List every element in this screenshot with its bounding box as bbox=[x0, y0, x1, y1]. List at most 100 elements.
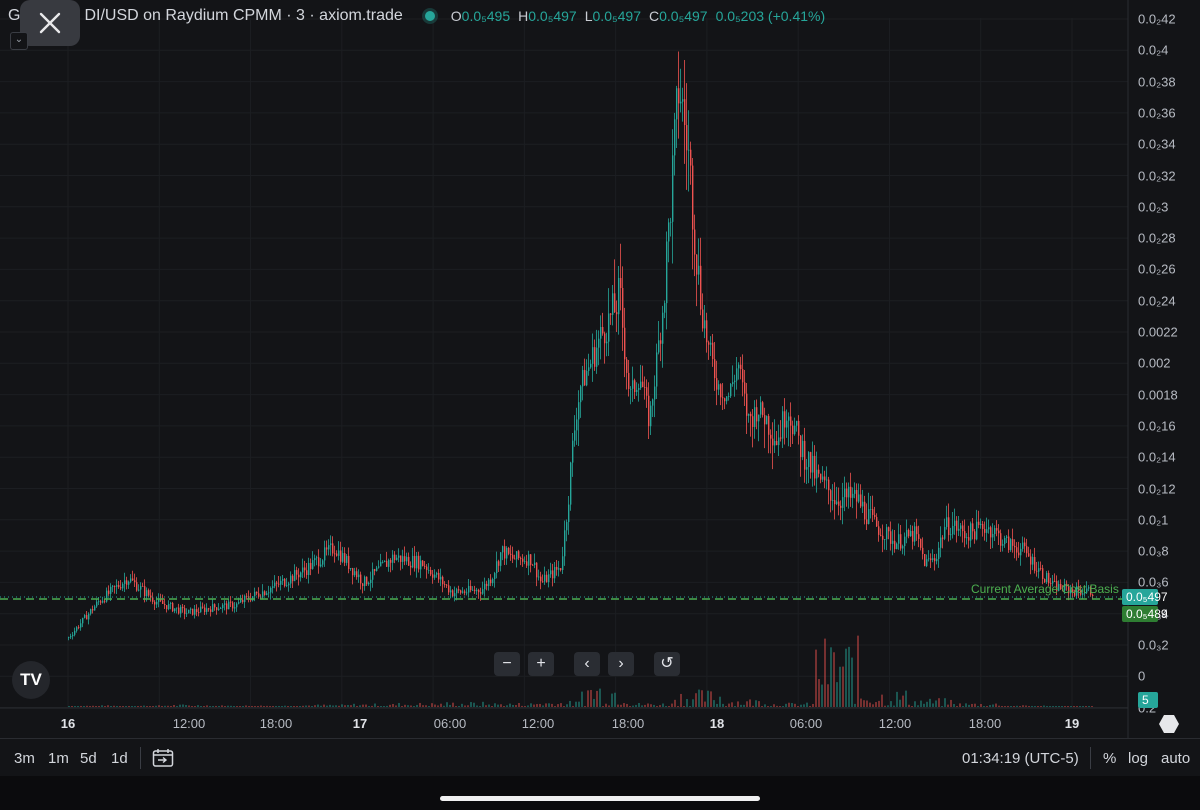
volume-bar bbox=[812, 703, 814, 707]
candle-body bbox=[246, 595, 248, 597]
candle-body bbox=[912, 530, 914, 542]
volume-bar bbox=[128, 706, 130, 707]
volume-bar bbox=[1025, 705, 1027, 707]
candle-body bbox=[198, 611, 200, 613]
price-change: 0.0₅203 (+0.41%) bbox=[715, 8, 826, 24]
candle-body bbox=[224, 603, 226, 605]
candle-body bbox=[896, 543, 898, 550]
y-tick-label: 0.0₂4 bbox=[1138, 42, 1169, 58]
candle-body bbox=[690, 149, 692, 166]
volume-bar bbox=[1082, 706, 1084, 707]
candle-body bbox=[672, 155, 674, 222]
candle-body bbox=[570, 462, 572, 505]
candle-body bbox=[330, 543, 332, 546]
volume-bar bbox=[206, 705, 208, 707]
candle-body bbox=[772, 438, 774, 446]
candle-body bbox=[212, 604, 214, 612]
candle-body bbox=[306, 570, 308, 576]
volume-bar bbox=[122, 706, 124, 707]
close-button[interactable] bbox=[20, 0, 80, 46]
volume-bar bbox=[179, 704, 181, 707]
volume-bar bbox=[173, 704, 175, 707]
symbol-title[interactable]: DI/USD on Raydium CPMM · 3 · axiom.trade bbox=[84, 7, 403, 24]
zoom-out-button[interactable]: − bbox=[494, 652, 520, 676]
candle-body bbox=[356, 571, 358, 578]
candle-body bbox=[222, 604, 224, 609]
volume-bar bbox=[1079, 706, 1081, 707]
range-1m-button[interactable]: 1m bbox=[48, 750, 69, 767]
candle-body bbox=[418, 555, 420, 570]
candle-body bbox=[226, 603, 228, 610]
range-5d-button[interactable]: 5d bbox=[80, 750, 97, 767]
candle-body bbox=[688, 149, 690, 151]
candle-body bbox=[594, 347, 596, 367]
percent-toggle[interactable]: % bbox=[1103, 750, 1117, 767]
volume-bar bbox=[533, 704, 535, 707]
candle-body bbox=[216, 607, 218, 610]
volume-bar bbox=[566, 704, 568, 707]
volume-bar bbox=[143, 705, 145, 707]
volume-bar bbox=[458, 706, 460, 707]
range-1d-button[interactable]: 1d bbox=[111, 750, 128, 767]
y-tick-label: 0.0022 bbox=[1138, 324, 1178, 340]
scroll-left-button[interactable]: ‹ bbox=[574, 652, 600, 676]
tradingview-logo[interactable]: TV bbox=[12, 661, 50, 699]
candle-body bbox=[960, 525, 962, 529]
candle-body bbox=[864, 501, 866, 520]
candle-body bbox=[450, 590, 452, 593]
volume-bar bbox=[944, 698, 946, 707]
candle-body bbox=[694, 229, 696, 255]
volume-bar bbox=[323, 704, 325, 707]
volume-bar bbox=[929, 698, 931, 707]
candle-body bbox=[632, 380, 634, 389]
zoom-in-button[interactable]: + bbox=[528, 652, 554, 676]
calendar-goto-icon[interactable] bbox=[152, 748, 174, 768]
home-indicator[interactable] bbox=[440, 796, 760, 801]
clock-timezone[interactable]: 01:34:19 (UTC-5) bbox=[962, 750, 1079, 767]
candle-body bbox=[718, 384, 720, 390]
candle-body bbox=[770, 434, 772, 439]
candle-body bbox=[508, 547, 510, 554]
volume-bar bbox=[767, 706, 769, 707]
range-3m-button[interactable]: 3m bbox=[14, 750, 35, 767]
settings-hex-icon[interactable] bbox=[1158, 714, 1180, 734]
volume-bar bbox=[410, 705, 412, 707]
candle-body bbox=[482, 589, 484, 594]
candle-body bbox=[76, 627, 78, 631]
candle-body bbox=[946, 517, 948, 527]
candle-body bbox=[218, 608, 220, 610]
volume-bar bbox=[464, 705, 466, 707]
volume-bar bbox=[368, 706, 370, 707]
volume-bar bbox=[686, 699, 688, 707]
volume-bar bbox=[1070, 706, 1072, 707]
reset-chart-button[interactable]: ↺ bbox=[654, 652, 680, 676]
candle-body bbox=[132, 578, 134, 581]
volume-bar bbox=[641, 705, 643, 707]
volume-bar bbox=[1019, 706, 1021, 707]
volume-bar bbox=[215, 705, 217, 707]
y-tick-label: 0.0₂32 bbox=[1138, 168, 1176, 183]
volume-bar bbox=[878, 700, 880, 707]
candle-body bbox=[354, 571, 356, 576]
volume-bar bbox=[752, 705, 754, 707]
candle-body bbox=[956, 520, 958, 531]
candle-body bbox=[334, 553, 336, 555]
candle-body bbox=[518, 551, 520, 558]
scroll-right-button[interactable]: › bbox=[608, 652, 634, 676]
volume-bar bbox=[575, 701, 577, 707]
volume-bar bbox=[1028, 706, 1030, 707]
volume-bar bbox=[794, 703, 796, 707]
auto-toggle[interactable]: auto bbox=[1161, 750, 1191, 767]
candle-body bbox=[924, 553, 926, 567]
collapse-legend-button[interactable]: ⌄ bbox=[10, 32, 28, 50]
candle-body bbox=[280, 580, 282, 585]
candle-body bbox=[310, 562, 312, 569]
candle-body bbox=[844, 488, 846, 498]
volume-bar bbox=[497, 704, 499, 707]
candle-body bbox=[104, 600, 106, 602]
candle-body bbox=[200, 606, 202, 613]
log-toggle[interactable]: log bbox=[1128, 750, 1149, 767]
candle-body bbox=[208, 608, 210, 610]
volume-bar bbox=[980, 703, 982, 707]
